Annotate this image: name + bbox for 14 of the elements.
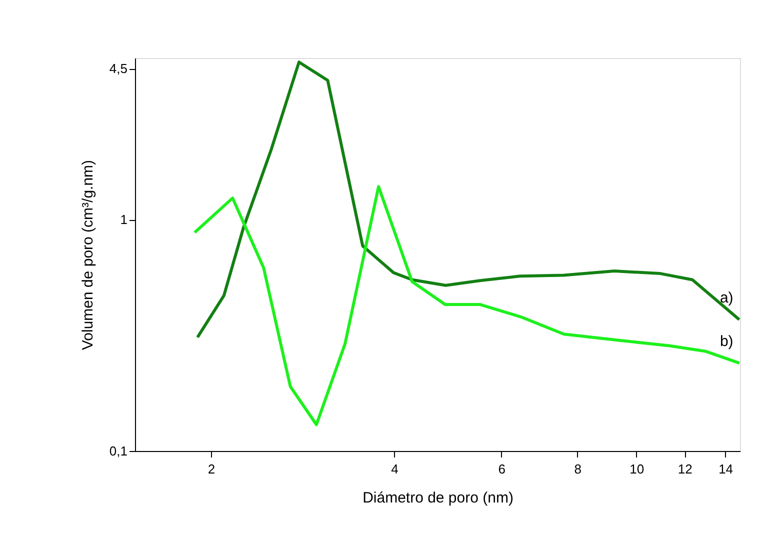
y-axis-title: Volumen de poro (cm³/g.nm)	[79, 160, 96, 350]
x-tick-label: 14	[718, 462, 734, 476]
x-tick-label: 10	[630, 462, 644, 476]
x-tick-label: 2	[208, 462, 216, 476]
x-tick-label: 8	[574, 462, 582, 476]
x-tick-label: 6	[498, 462, 506, 476]
y-tick-label: 4,5	[109, 61, 128, 76]
x-axis-title: Diámetro de poro (nm)	[362, 490, 514, 506]
x-tick-label: 4	[391, 462, 398, 476]
x-tick-label: 12	[678, 462, 692, 476]
y-tick-label: 0,1	[109, 444, 128, 458]
y-tick-label: 1	[120, 212, 128, 228]
series-label: a)	[720, 290, 734, 307]
series-label: b)	[720, 333, 734, 350]
